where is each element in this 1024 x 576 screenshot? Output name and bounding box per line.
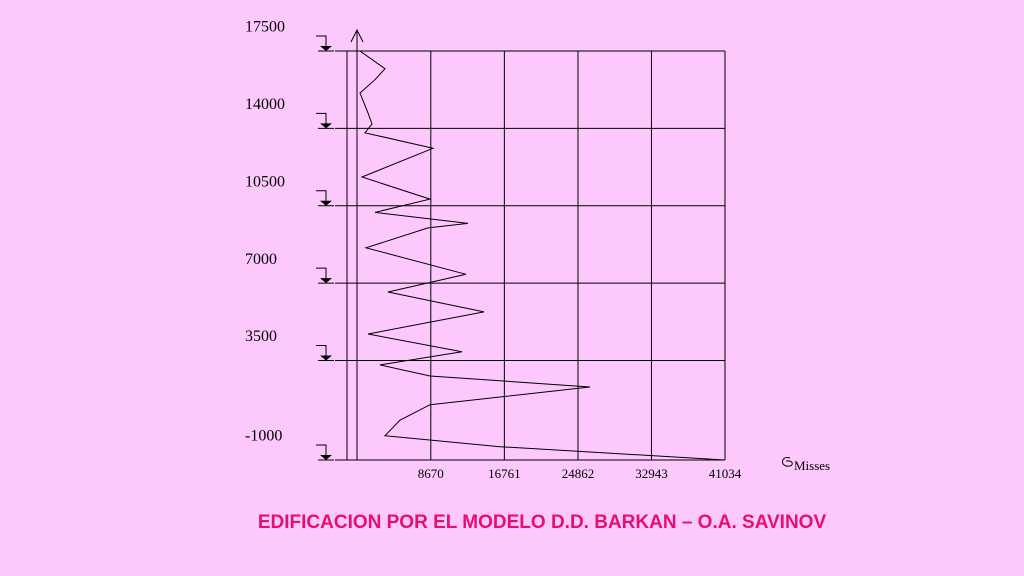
x-axis-label: Misses	[794, 458, 830, 473]
tick-marker-head	[320, 123, 332, 129]
tick-marker	[316, 444, 327, 457]
tick-marker-head	[320, 46, 332, 51]
y-tick-label: 3500	[245, 328, 277, 345]
x-tick-label: 24862	[562, 466, 595, 481]
axis-glyph	[782, 457, 793, 467]
x-tick-label: 32943	[635, 466, 668, 481]
tick-marker-head	[320, 200, 332, 206]
tick-marker	[316, 35, 327, 48]
tick-marker-head	[320, 455, 332, 460]
x-tick-label: 41034	[709, 466, 742, 481]
x-tick-label: 16761	[488, 466, 521, 481]
y-tick-label: -1000	[245, 428, 282, 445]
tick-marker	[316, 267, 327, 281]
tick-marker-head	[320, 278, 332, 284]
tick-marker	[316, 190, 327, 203]
y-tick-label: 10500	[245, 173, 285, 190]
chart-title: EDIFICACION POR EL MODELO D.D. BARKAN – …	[258, 512, 827, 533]
tick-marker	[316, 345, 327, 358]
data-line	[359, 50, 726, 461]
tick-marker	[316, 112, 327, 126]
tick-marker-head	[320, 355, 332, 361]
y-axis-arrow	[350, 28, 364, 43]
y-tick-label: 17500	[245, 19, 285, 36]
x-tick-label: 8670	[418, 466, 444, 481]
y-tick-label: 7000	[245, 251, 277, 268]
y-tick-label: 14000	[245, 96, 285, 113]
